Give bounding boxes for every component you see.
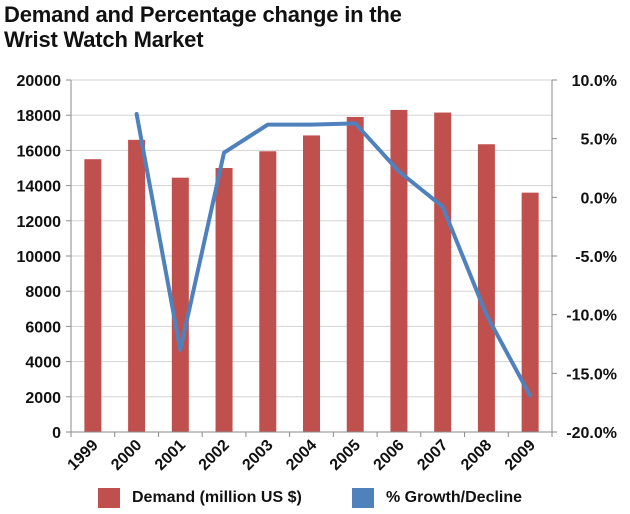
right-tick-label: 10.0% bbox=[572, 73, 617, 90]
right-tick-label: -15.0% bbox=[566, 366, 617, 383]
left-tick-label: 2000 bbox=[25, 390, 61, 407]
left-tick-label: 12000 bbox=[17, 214, 62, 231]
right-tick-label: 0.0% bbox=[581, 190, 617, 207]
right-axis-ticks: -20.0% -15.0% -10.0% -5.0% 0.0% 5.0% 10.0% bbox=[566, 73, 617, 442]
x-tick-label-2004: 2004 bbox=[283, 437, 320, 474]
x-axis-ticks: 1999 2000 2001 2002 2003 2004 2005 2006 2007 2008… bbox=[65, 437, 540, 474]
growth-line-layer bbox=[134, 112, 533, 398]
demand-bar-2005 bbox=[346, 116, 364, 433]
x-tick-label-2002: 2002 bbox=[196, 437, 233, 474]
legend-label-growth: % Growth/Decline bbox=[386, 489, 523, 506]
left-axis-ticks: 0 2000 4000 6000 8000 10000 12000 14000 16000 180… bbox=[17, 73, 62, 442]
left-tick-label: 18000 bbox=[17, 108, 62, 125]
demand-bar-2003 bbox=[259, 151, 277, 432]
x-tick-label-2008: 2008 bbox=[458, 437, 495, 474]
x-tick-label-1999: 1999 bbox=[65, 437, 102, 474]
demand-bar-2008 bbox=[477, 144, 495, 433]
legend-label-demand: Demand (million US $) bbox=[132, 489, 302, 506]
left-tick-label: 20000 bbox=[17, 73, 62, 90]
demand-bar-2000 bbox=[128, 139, 146, 432]
x-tick-label-2003: 2003 bbox=[239, 437, 276, 474]
left-tick-label: 8000 bbox=[25, 284, 61, 301]
x-tick-label-2007: 2007 bbox=[414, 437, 451, 474]
axes bbox=[66, 79, 557, 437]
x-tick-label-2005: 2005 bbox=[327, 437, 364, 474]
left-tick-label: 14000 bbox=[17, 179, 62, 196]
demand-bar-2006 bbox=[390, 109, 408, 433]
demand-bar-2004 bbox=[303, 135, 320, 432]
chart-title: Demand and Percentage change in the Wris… bbox=[4, 2, 624, 52]
right-tick-label: -5.0% bbox=[575, 249, 617, 266]
demand-bar-1999 bbox=[84, 159, 102, 432]
left-tick-label: 6000 bbox=[25, 319, 61, 336]
demand-bar-2007 bbox=[434, 112, 452, 432]
left-tick-label: 0 bbox=[52, 425, 61, 442]
chart: 0 2000 4000 6000 8000 10000 12000 14000 16000 180… bbox=[17, 73, 618, 474]
legend-swatch-demand bbox=[98, 488, 120, 508]
demand-bars bbox=[84, 109, 539, 433]
legend-swatch-growth bbox=[352, 488, 374, 508]
demand-bar-2001 bbox=[171, 177, 189, 432]
demand-bar-2009 bbox=[521, 192, 539, 432]
left-tick-label: 10000 bbox=[17, 249, 62, 266]
left-tick-label: 4000 bbox=[25, 355, 61, 372]
right-tick-label: -10.0% bbox=[566, 308, 617, 325]
x-tick-label-2001: 2001 bbox=[152, 437, 189, 474]
x-tick-label-2000: 2000 bbox=[108, 437, 145, 474]
legend-item-demand: Demand (million US $) bbox=[98, 488, 302, 508]
chart-title-line-1: Demand and Percentage change in the bbox=[4, 2, 402, 27]
right-tick-label: 5.0% bbox=[581, 132, 617, 149]
right-tick-label: -20.0% bbox=[566, 425, 617, 442]
x-tick-label-2009: 2009 bbox=[502, 437, 539, 474]
legend: Demand (million US $) % Growth/Decline bbox=[0, 488, 630, 510]
left-tick-label: 16000 bbox=[17, 143, 62, 160]
demand-bar-2002 bbox=[215, 168, 233, 432]
legend-item-growth: % Growth/Decline bbox=[352, 488, 522, 508]
chart-title-line-2: Wrist Watch Market bbox=[4, 27, 204, 52]
growth-line bbox=[134, 112, 533, 398]
x-tick-label-2006: 2006 bbox=[371, 437, 408, 474]
